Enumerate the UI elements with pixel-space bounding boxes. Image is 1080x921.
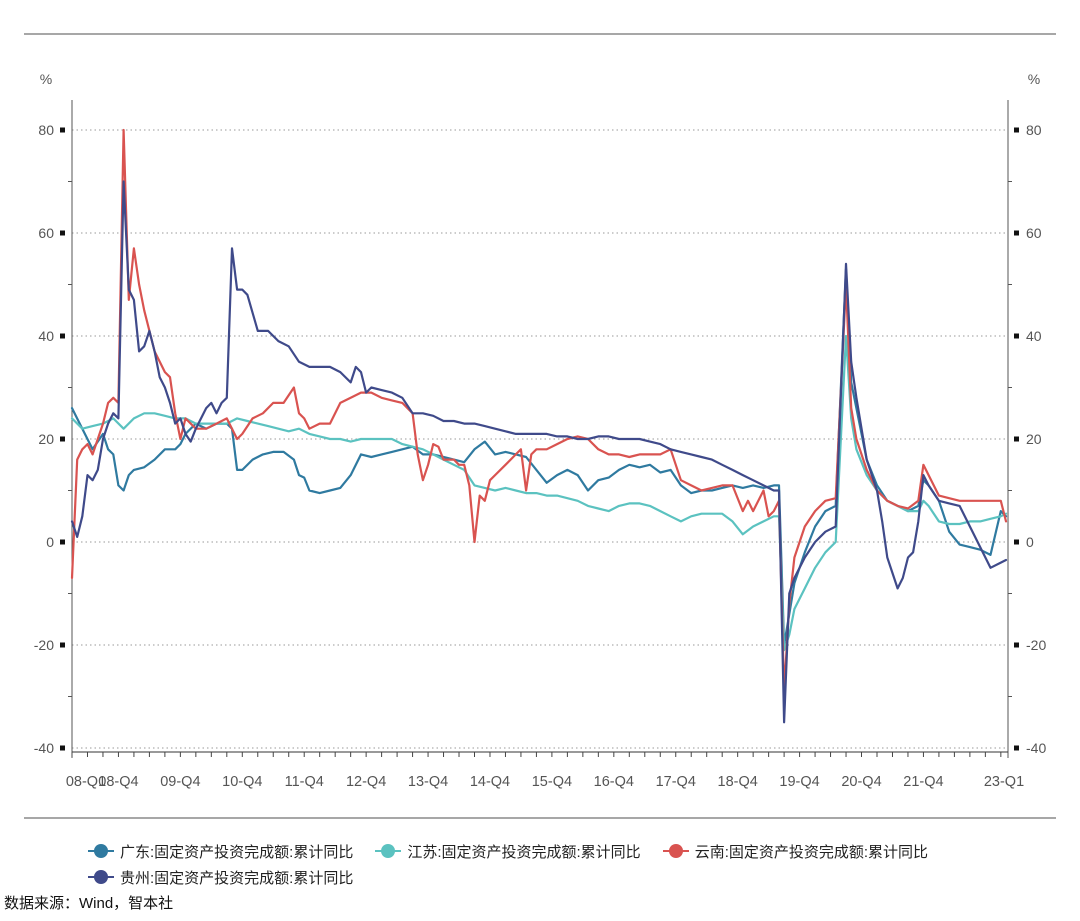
- legend-item-jiangsu[interactable]: 江苏:固定资产投资完成额:累计同比: [375, 841, 641, 862]
- y-tick-label-left: 20: [38, 431, 54, 447]
- x-tick-label: 20-Q4: [841, 774, 881, 790]
- y-tick-mark-left: [60, 230, 65, 236]
- legend-label-yunnan: 云南:固定资产投资完成额:累计同比: [694, 843, 929, 861]
- legend-marker-yunnan: [662, 844, 689, 858]
- legend-item-guizhou[interactable]: 贵州:固定资产投资完成额:累计同比: [88, 867, 353, 888]
- y-tick-label-left: 0: [46, 534, 54, 550]
- series-layer: [70, 128, 1008, 724]
- legend-label-guangdong: 广东:固定资产投资完成额:累计同比: [120, 843, 354, 861]
- y-tick-mark-left: [60, 642, 65, 648]
- legend-dot-icon: [668, 844, 683, 858]
- legend-marker-jiangsu: [375, 844, 402, 858]
- legend-label-jiangsu: 江苏:固定资产投资完成额:累计同比: [407, 843, 641, 861]
- x-tick-label: 18-Q4: [718, 774, 758, 790]
- y-tick-mark-right: [1014, 745, 1019, 751]
- legend: 广东:固定资产投资完成额:累计同比 江苏:固定资产投资完成额:累计同比 云南:固…: [88, 838, 1048, 890]
- y-tick-label-left: 60: [38, 225, 54, 241]
- y-tick-mark-left: [60, 333, 65, 339]
- y-tick-mark-right: [1014, 333, 1019, 339]
- x-tick-label: 16-Q4: [594, 774, 634, 790]
- x-tick-label: 08-Q4: [98, 774, 138, 790]
- legend-item-guangdong[interactable]: 广东:固定资产投资完成额:累计同比: [88, 841, 353, 862]
- x-tick-label: 23-Q1: [984, 774, 1024, 790]
- y-tick-label-right: 60: [1026, 225, 1042, 241]
- y-tick-label-right: 0: [1026, 534, 1034, 550]
- x-tick-label: 10-Q4: [222, 774, 262, 790]
- series-line-1: [70, 334, 1008, 652]
- legend-row-1: 广东:固定资产投资完成额:累计同比 江苏:固定资产投资完成额:累计同比 云南:固…: [88, 838, 1048, 864]
- left-axis-unit: %: [40, 71, 52, 87]
- x-tick-label: 12-Q4: [346, 774, 386, 790]
- axis-layer: 80 80 60 60 40 40 20 20 0 0 -20 -20 -40 -40 08-Q108-Q4…: [34, 100, 1046, 790]
- legend-dot-icon: [94, 844, 108, 858]
- y-tick-label-right: -20: [1026, 637, 1046, 653]
- y-tick-mark-left: [60, 436, 65, 442]
- x-tick-label: 11-Q4: [285, 774, 324, 790]
- y-tick-label-right: 20: [1026, 431, 1042, 447]
- y-tick-mark-left: [60, 745, 65, 751]
- y-tick-mark-right: [1014, 127, 1019, 133]
- x-tick-label: 09-Q4: [160, 774, 200, 790]
- series-line-2: [70, 128, 1008, 693]
- y-tick-mark-right: [1014, 539, 1019, 545]
- legend-row-2: 贵州:固定资产投资完成额:累计同比: [88, 864, 1048, 890]
- legend-item-yunnan[interactable]: 云南:固定资产投资完成额:累计同比: [662, 841, 929, 862]
- legend-label-guizhou: 贵州:固定资产投资完成额:累计同比: [120, 869, 354, 887]
- right-axis-unit: %: [1028, 71, 1040, 87]
- data-source-note: 数据来源：Wind，智本社: [4, 895, 174, 912]
- x-tick-label: 13-Q4: [408, 774, 448, 790]
- x-tick-label: 15-Q4: [532, 774, 572, 790]
- x-tick-label: 14-Q4: [470, 774, 510, 790]
- x-tick-label: 08-Q1: [66, 774, 106, 790]
- x-tick-label: 19-Q4: [779, 774, 819, 790]
- legend-marker-guizhou: [88, 870, 114, 884]
- x-tick-label: 17-Q4: [656, 774, 696, 790]
- y-tick-mark-right: [1014, 642, 1019, 648]
- y-tick-label-right: 80: [1026, 122, 1042, 138]
- legend-marker-guangdong: [88, 844, 114, 858]
- grid-layer: [72, 129, 1008, 749]
- y-tick-label-right: -40: [1026, 740, 1046, 756]
- y-tick-label-left: 40: [38, 328, 54, 344]
- y-tick-label-left: 80: [38, 122, 54, 138]
- y-tick-label-right: 40: [1026, 328, 1042, 344]
- legend-dot-icon: [381, 844, 396, 858]
- y-tick-mark-right: [1014, 230, 1019, 236]
- y-tick-mark-right: [1014, 436, 1019, 442]
- y-tick-label-left: -40: [34, 740, 54, 756]
- x-tick-label: 21-Q4: [903, 774, 943, 790]
- legend-dot-icon: [94, 870, 108, 884]
- y-tick-label-left: -20: [34, 637, 54, 653]
- series-line-3: [70, 180, 1008, 724]
- y-tick-mark-left: [60, 539, 65, 545]
- y-tick-mark-left: [60, 127, 65, 133]
